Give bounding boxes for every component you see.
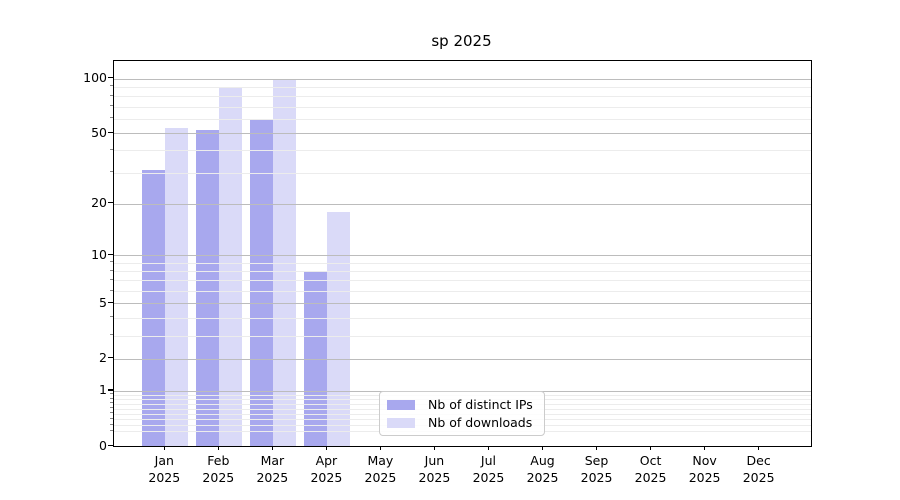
y-minor-tick-mark: [109, 117, 113, 119]
legend-swatch-downloads-icon: [387, 417, 415, 428]
y-minor-tick-mark: [109, 423, 113, 425]
bar-nb-of-distinct-ips-mar: [250, 120, 274, 446]
bar-nb-of-distinct-ips-feb: [196, 129, 220, 446]
bar-nb-of-distinct-ips-apr: [304, 271, 328, 446]
x-tick-label-oct: Oct 2025: [634, 453, 667, 485]
legend-swatch-distinct-ips-icon: [387, 399, 415, 410]
plot-area: Nb of distinct IPs Nb of downloads: [113, 60, 812, 447]
x-tick-mark: [595, 446, 598, 450]
legend-label-distinct-ips: Nb of distinct IPs: [428, 397, 533, 412]
y-tick-label-2: 2: [99, 350, 107, 366]
bar-nb-of-downloads-feb: [219, 86, 243, 446]
y-tick-mark: [107, 77, 113, 79]
y-tick-mark: [107, 444, 113, 446]
x-tick-label-dec: Dec 2025: [742, 453, 775, 485]
bar-nb-of-downloads-apr: [327, 211, 351, 446]
y-tick-mark: [107, 253, 113, 255]
x-tick-label-jan: Jan 2025: [148, 453, 181, 485]
x-tick-label-apr: Apr 2025: [310, 453, 343, 485]
bar-nb-of-downloads-mar: [273, 78, 297, 446]
y-minor-tick-mark: [109, 148, 113, 150]
y-minor-tick-mark: [109, 171, 113, 173]
x-tick-mark: [649, 446, 652, 450]
y-minor-tick-mark: [109, 261, 113, 263]
y-minor-tick-mark: [109, 316, 113, 318]
x-tick-label-nov: Nov 2025: [688, 453, 721, 485]
x-tick-label-aug: Aug 2025: [526, 453, 559, 485]
x-tick-mark: [704, 446, 706, 450]
x-tick-mark: [487, 446, 490, 450]
y-tick-label-0: 0: [99, 437, 107, 453]
bar-nb-of-downloads-jan: [165, 128, 189, 446]
legend: Nb of distinct IPs Nb of downloads: [379, 391, 545, 436]
x-tick-label-feb: Feb 2025: [202, 453, 235, 485]
x-tick-mark: [433, 446, 436, 450]
y-minor-tick-mark: [109, 429, 113, 431]
x-tick-mark: [379, 446, 381, 450]
y-minor-tick-mark: [109, 397, 113, 399]
y-tick-mark: [107, 357, 113, 359]
y-minor-tick-mark: [109, 94, 113, 96]
y-minor-tick-mark: [109, 289, 113, 291]
y-minor-tick-mark: [109, 278, 113, 280]
y-tick-label-5: 5: [99, 294, 107, 310]
x-tick-label-jun: Jun 2025: [418, 453, 451, 485]
legend-row-distinct-ips: Nb of distinct IPs: [386, 397, 538, 412]
y-minor-tick-mark: [109, 407, 113, 409]
y-minor-tick-mark: [109, 417, 113, 419]
y-minor-tick-mark: [109, 85, 113, 87]
y-minor-tick-mark: [109, 402, 113, 404]
x-tick-label-jul: Jul 2025: [472, 453, 505, 485]
y-tick-mark: [107, 389, 113, 391]
y-tick-mark: [107, 301, 113, 304]
y-tick-label-10: 10: [91, 246, 107, 262]
x-tick-label-may: May 2025: [364, 453, 397, 485]
y-minor-tick-mark: [109, 334, 113, 336]
y-tick-mark: [107, 131, 113, 133]
bar-nb-of-distinct-ips-jan: [142, 170, 166, 446]
y-minor-tick-mark: [109, 269, 113, 271]
y-minor-tick-mark: [109, 412, 113, 414]
y-tick-label-50: 50: [91, 124, 107, 140]
x-tick-mark: [325, 446, 327, 450]
y-tick-label-20: 20: [91, 195, 107, 211]
x-tick-mark: [163, 446, 165, 450]
y-tick-label-100: 100: [83, 70, 107, 86]
y-minor-tick-mark: [109, 105, 113, 107]
y-tick-label-1: 1: [99, 382, 107, 398]
x-tick-label-sep: Sep 2025: [580, 453, 613, 485]
x-tick-mark: [758, 446, 760, 450]
x-tick-mark: [271, 446, 273, 450]
chart-title: sp 2025: [431, 32, 492, 50]
bars-layer: [114, 61, 811, 446]
x-tick-mark: [217, 446, 219, 450]
x-tick-mark: [541, 446, 544, 450]
x-tick-label-mar: Mar 2025: [256, 453, 289, 485]
y-minor-tick-mark: [109, 393, 113, 395]
legend-label-downloads: Nb of downloads: [428, 415, 533, 430]
legend-row-downloads: Nb of downloads: [386, 415, 538, 430]
y-tick-mark: [107, 202, 113, 204]
